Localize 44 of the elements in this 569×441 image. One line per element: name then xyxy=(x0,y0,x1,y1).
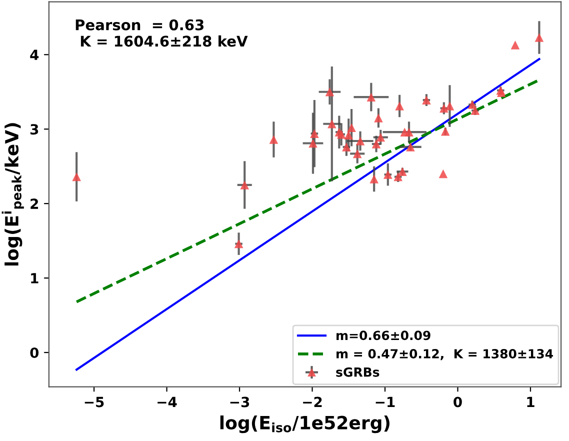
point xyxy=(344,130,354,140)
point xyxy=(440,126,450,136)
point xyxy=(240,180,249,190)
point xyxy=(347,123,356,132)
point xyxy=(445,102,454,110)
x-tick-label: −1 xyxy=(376,396,395,408)
point xyxy=(534,33,544,42)
point xyxy=(325,87,334,96)
point xyxy=(366,92,376,102)
point xyxy=(72,172,81,182)
point xyxy=(370,174,378,184)
legend-label: m=0.66±0.09 xyxy=(336,330,430,340)
y-tick-label: 0 xyxy=(30,347,39,358)
annotation: Pearson = 0.63 K = 1604.6±218 keV xyxy=(76,19,248,47)
x-tick-label: −3 xyxy=(230,396,250,408)
y-axis-title: log(E$^{i}$$_{peak}$/keV) xyxy=(2,123,24,266)
x-tick-label: 0 xyxy=(454,396,462,408)
x-tick-label: −2 xyxy=(303,396,322,408)
x-tick-label: 1 xyxy=(527,396,534,408)
point xyxy=(352,149,362,158)
point xyxy=(440,104,448,113)
y-tick-label: 1 xyxy=(31,273,38,284)
point xyxy=(374,114,383,122)
point xyxy=(438,169,448,178)
point xyxy=(269,135,278,144)
point xyxy=(395,102,404,110)
point xyxy=(422,96,431,104)
x-tick-label: −5 xyxy=(84,396,104,408)
x-axis-title: log(E$_{iso}$/1e52erg) xyxy=(220,415,390,434)
point xyxy=(496,88,506,98)
point xyxy=(234,239,244,248)
point xyxy=(328,119,336,128)
y-tick-label: 3 xyxy=(30,124,38,135)
y-tick-label: 2 xyxy=(30,198,38,209)
y-tick-label: 4 xyxy=(30,50,39,60)
x-tick-label: −4 xyxy=(158,396,177,408)
point xyxy=(404,128,414,136)
legend-label: sGRBs xyxy=(336,367,380,377)
point xyxy=(310,129,319,138)
point xyxy=(376,132,386,142)
legend-label: m = 0.47±0.12, K = 1380±134 xyxy=(336,349,553,360)
point xyxy=(510,40,520,50)
point xyxy=(308,138,318,148)
point xyxy=(356,136,365,146)
